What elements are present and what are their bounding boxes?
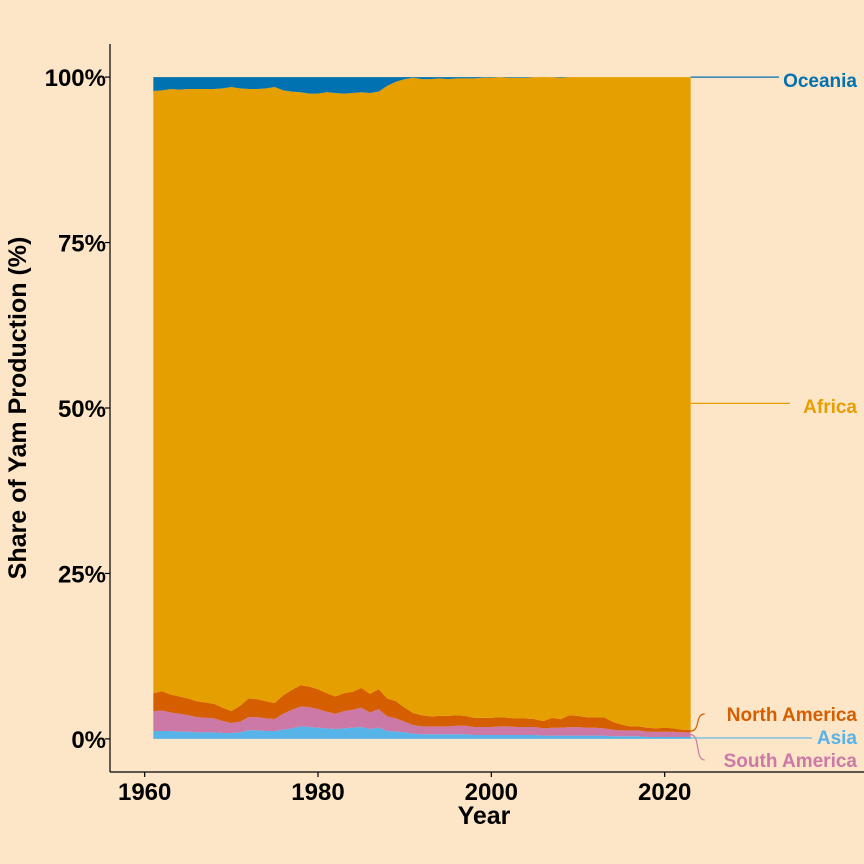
area-north-america bbox=[153, 685, 691, 733]
area-africa bbox=[153, 77, 691, 730]
leader-line-south-america bbox=[690, 734, 705, 761]
x-axis-ticks: 1960 1980 2000 2020 bbox=[118, 772, 691, 806]
x-axis-title: Year bbox=[458, 802, 511, 830]
series-label-north-america: North America bbox=[727, 705, 858, 726]
x-tick-label: 1980 bbox=[291, 779, 344, 806]
area-oceania bbox=[153, 77, 691, 94]
label-leader-lines bbox=[690, 76, 812, 761]
series-label-africa: Africa bbox=[803, 397, 857, 418]
area-asia bbox=[153, 726, 691, 739]
y-tick-label: 0% bbox=[71, 727, 106, 754]
leader-line-north-america bbox=[690, 713, 705, 732]
series-label-asia: Asia bbox=[817, 728, 858, 749]
area-layers bbox=[153, 77, 691, 739]
y-axis-title: Share of Yam Production (%) bbox=[4, 237, 32, 580]
area-south-america bbox=[153, 706, 691, 737]
y-tick-label: 50% bbox=[58, 396, 106, 423]
x-tick-label: 2020 bbox=[638, 779, 691, 806]
y-axis-ticks: 0% 25% 50% 75% 100% bbox=[45, 65, 110, 754]
y-tick-label: 25% bbox=[58, 561, 106, 588]
y-tick-label: 100% bbox=[45, 65, 106, 92]
x-tick-label: 1960 bbox=[118, 779, 171, 806]
y-tick-label: 75% bbox=[58, 231, 106, 258]
x-tick-label: 2000 bbox=[465, 779, 518, 806]
series-label-oceania: Oceania bbox=[783, 71, 857, 92]
series-label-south-america: South America bbox=[724, 751, 858, 772]
